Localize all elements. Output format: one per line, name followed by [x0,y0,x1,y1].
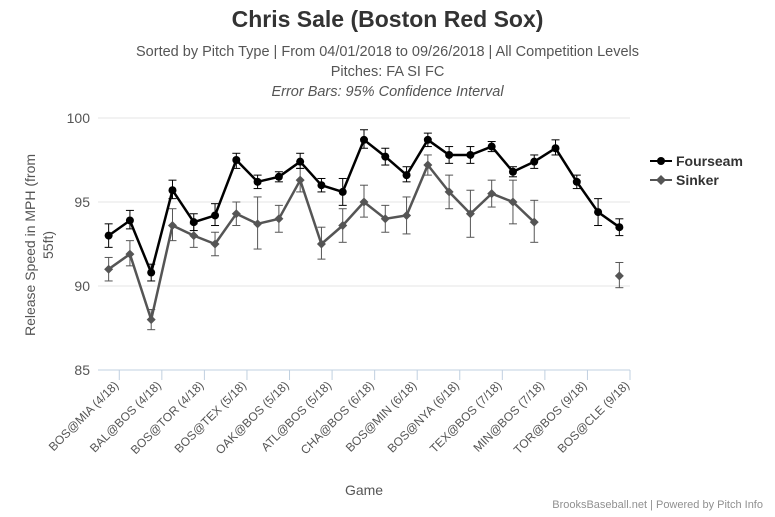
x-tick-label: OAK@BOS (5/18) [213,378,292,457]
x-tick-label: BAL@BOS (4/18) [87,378,164,455]
fourseam-point [487,142,496,151]
legend-sinker-symbol [650,174,672,185]
fourseam-point [423,135,432,144]
fourseam-point [360,135,368,144]
credits-link[interactable]: BrooksBaseball.net | Powered by Pitch In… [552,499,763,511]
x-tick-label: BOS@MIA (4/18) [46,378,122,454]
fourseam-point [530,157,539,166]
legend-sinker-label: Sinker [676,171,719,188]
fourseam-point [381,152,390,161]
fourseam-point [125,216,134,225]
sinker-point [402,210,412,220]
fourseam-point [466,150,475,159]
sinker-point [210,239,220,249]
x-tick-label: TEX@BOS (7/18) [427,378,504,455]
fourseam-point [445,150,454,159]
sinker-point [316,239,326,249]
sinker-point [338,221,348,231]
chart-subtitle-pitches: Pitches: FA SI FC [330,64,445,80]
y-tick-label: 85 [74,362,90,378]
fourseam-point [317,181,326,190]
sinker-point [189,231,199,241]
y-tick-label: 100 [67,110,91,126]
sinker-point [359,197,369,207]
fourseam-point [147,268,156,277]
x-tick-label: BOS@CLE (9/18) [555,378,632,455]
sinker-point [295,175,305,185]
x-axis-title: Game [345,482,383,498]
sinker-point [614,271,624,281]
fourseam-point [551,144,560,153]
fourseam-point [232,156,241,164]
sinker-point [146,315,156,325]
fourseam-point [168,186,177,195]
sinker-point [231,209,241,219]
y-tick-label: 95 [74,194,90,210]
legend-fourseam-symbol [650,156,672,165]
sinker-point [167,221,177,231]
x-tick-label: BOS@NYA (6/18) [385,378,462,455]
fourseam-point [508,167,517,176]
fourseam-point [615,223,624,232]
sinker-point [274,214,284,224]
x-tick-label: BOS@TOR (4/18) [128,378,207,457]
legend-item-fourseam[interactable]: Fourseam [650,151,743,170]
sinker-point [465,209,475,219]
x-tick-label: BOS@TEX (5/18) [172,378,249,455]
sinker-point [253,219,263,229]
chart-title: Chris Sale (Boston Red Sox) [231,6,544,32]
legend-fourseam-label: Fourseam [676,152,743,169]
sinker-point [380,214,390,224]
fourseam-point [274,172,283,181]
fourseam-point [189,218,198,227]
sinker-point [104,264,114,274]
fourseam-point [402,171,411,180]
fourseam-point [572,177,581,186]
fourseam-point [296,157,305,166]
sinker-point [529,217,539,227]
chart-subtitle-filters: Sorted by Pitch Type | From 04/01/2018 t… [136,44,639,60]
sinker-point [508,197,518,207]
chart-subtitle-error-bars: Error Bars: 95% Confidence Interval [271,84,504,100]
fourseam-point [253,177,262,186]
sinker-point [125,249,135,259]
chart-legend: Fourseam Sinker [650,151,743,189]
fourseam-point [338,187,347,196]
fourseam-point [211,211,220,220]
legend-item-sinker[interactable]: Sinker [650,170,743,189]
fourseam-point [104,231,113,240]
y-tick-label: 90 [74,278,90,294]
sinker-point [444,187,454,197]
fourseam-point [594,208,603,217]
y-axis-title: Release Speed in MPH (from 55ft) [22,154,56,336]
sinker-point [423,160,433,170]
sinker-point [487,189,497,199]
x-tick-label: CHA@BOS (6/18) [298,378,377,457]
x-tick-label: TOR@BOS (9/18) [511,378,590,457]
